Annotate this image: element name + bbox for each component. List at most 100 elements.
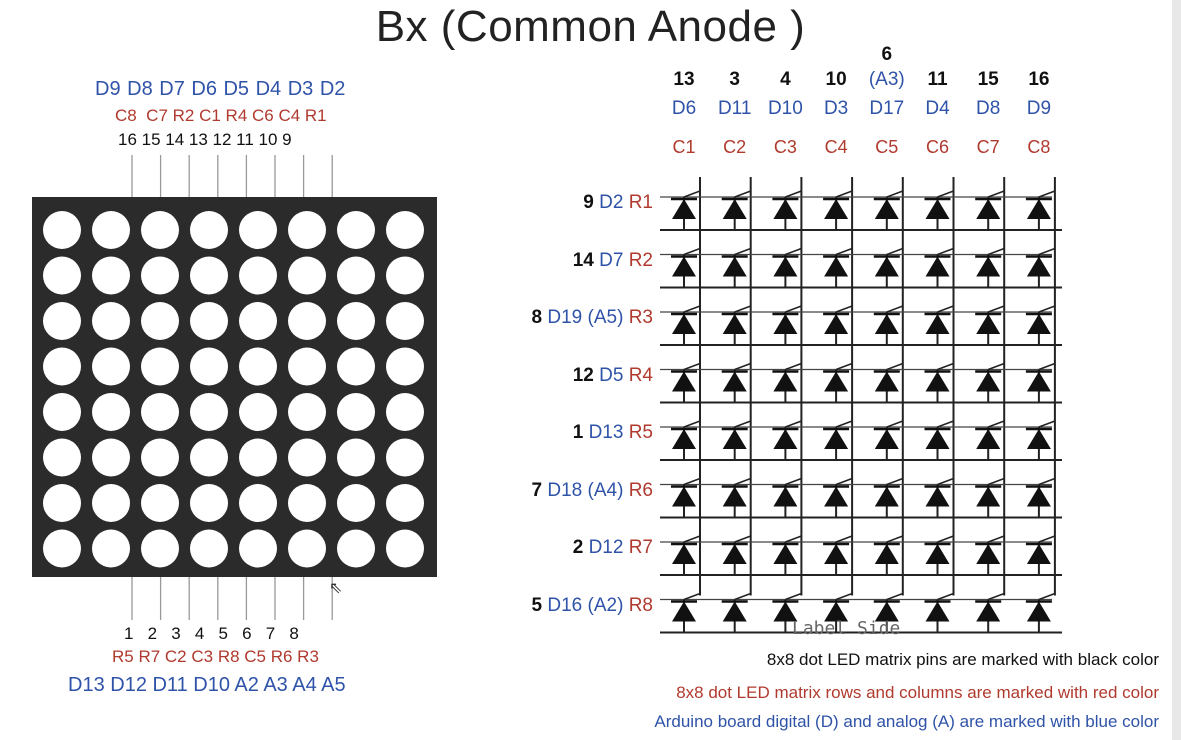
led-diode-icon xyxy=(924,305,954,345)
led-dot xyxy=(239,484,277,522)
led-dot xyxy=(386,211,424,249)
column-pin-number: 3 xyxy=(729,69,740,90)
led-diode-icon xyxy=(823,190,853,230)
led-dot xyxy=(92,211,130,249)
led-dot xyxy=(386,347,424,386)
led-dot xyxy=(288,529,326,568)
row-label: 14 D7 R2 xyxy=(573,251,653,270)
led-diode-icon xyxy=(671,362,701,403)
row-label: 2 D12 R7 xyxy=(573,538,653,557)
led-dot xyxy=(239,302,277,340)
row-arduino-label: D5 xyxy=(599,364,629,386)
led-dot xyxy=(386,484,424,522)
led-diode-icon xyxy=(975,305,1005,345)
row-pin-number: 5 xyxy=(531,594,548,616)
row-arduino-label: D16 (A2) xyxy=(547,594,629,616)
column-arduino-label: D4 xyxy=(925,98,950,119)
led-dot xyxy=(92,484,130,522)
led-diode-icon xyxy=(975,362,1005,403)
led-dot xyxy=(337,393,375,431)
legend-arduino-note: Arduino board digital (D) and analog (A)… xyxy=(654,712,1159,731)
led-diode-icon xyxy=(671,305,701,345)
column-arduino-label: D17 xyxy=(869,98,905,119)
led-diode-icon xyxy=(1025,477,1056,518)
row-pin-number: 9 xyxy=(583,192,600,213)
led-dot xyxy=(337,484,375,522)
column-pin-number: 11 xyxy=(927,69,948,90)
row-id-label: R4 xyxy=(628,364,653,386)
led-diode-icon xyxy=(772,420,802,460)
led-diode-icon xyxy=(671,190,701,230)
row-label: 8 D19 (A5) R3 xyxy=(532,308,653,327)
led-dot xyxy=(337,529,375,568)
led-diode-icon xyxy=(924,190,954,230)
led-dot xyxy=(190,484,228,522)
column-arduino-label: D11 xyxy=(717,98,752,119)
led-dot xyxy=(141,256,179,295)
column-arduino-label: D10 xyxy=(767,98,803,119)
top-pin-numbers: 16 15 14 13 12 11 10 9 xyxy=(118,130,292,149)
led-dot xyxy=(288,484,326,522)
led-dot xyxy=(92,529,130,568)
led-dot xyxy=(239,438,277,477)
led-dot xyxy=(288,211,326,249)
led-dot xyxy=(92,347,130,386)
led-dot xyxy=(239,393,277,431)
row-id-label: R6 xyxy=(628,479,653,501)
row-arduino-label: D19 (A5) xyxy=(547,307,629,328)
led-diode-icon xyxy=(772,190,802,230)
led-diode-icon xyxy=(721,362,751,403)
row-arduino-label: D12 xyxy=(588,537,629,558)
led-dot xyxy=(239,211,277,249)
led-diode-icon xyxy=(924,362,954,403)
led-diode-icon xyxy=(873,477,904,518)
led-diode-icon xyxy=(873,592,904,633)
led-diode-icon xyxy=(772,592,802,633)
led-dot xyxy=(141,529,179,568)
led-dot xyxy=(337,302,375,340)
led-diode-icon xyxy=(823,477,853,518)
led-dot xyxy=(43,302,81,340)
row-pin-number: 2 xyxy=(572,537,589,558)
row-pin-number: 1 xyxy=(572,422,589,443)
led-dot xyxy=(92,438,130,477)
led-dot xyxy=(337,211,375,249)
column-id-label: C6 xyxy=(925,137,949,157)
row-label: 1 D13 R5 xyxy=(573,423,653,442)
led-dot xyxy=(43,529,81,568)
led-dot xyxy=(43,393,81,431)
column-pin-number: 10 xyxy=(825,69,847,90)
row-pin-number: 12 xyxy=(572,364,600,386)
row-label: 9 D2 R1 xyxy=(583,193,653,212)
led-diode-icon xyxy=(823,420,853,460)
column-arduino-label: D8 xyxy=(976,98,1001,119)
led-dot xyxy=(239,347,277,386)
led-diode-icon xyxy=(873,190,904,230)
led-dot xyxy=(141,347,179,386)
led-diode-icon xyxy=(721,305,751,345)
led-diode-icon xyxy=(823,305,853,345)
row-label: 5 D16 (A2) R8 xyxy=(532,596,653,615)
row-id-label: R7 xyxy=(628,537,653,558)
label-side-text: Label Side xyxy=(792,618,901,639)
led-matrix-module xyxy=(32,155,437,620)
led-diode-icon xyxy=(975,190,1005,230)
column-id-label: C7 xyxy=(976,137,1000,157)
row-id-label: R2 xyxy=(628,249,653,271)
mouse-cursor-icon: ⇖ xyxy=(329,580,343,597)
led-dot xyxy=(288,438,326,477)
led-dot xyxy=(92,393,130,431)
column-pin-number: 13 xyxy=(673,69,695,90)
led-diode-icon xyxy=(924,247,954,288)
window-edge xyxy=(1172,0,1181,740)
led-dot xyxy=(337,256,375,295)
led-dot xyxy=(239,256,277,295)
row-arduino-label: D13 xyxy=(588,422,629,443)
led-diode-icon xyxy=(975,535,1005,575)
led-dot xyxy=(92,256,130,295)
led-diode-icon xyxy=(721,190,751,230)
led-diode-icon xyxy=(1025,535,1056,575)
led-dot xyxy=(288,347,326,386)
led-diode-icon xyxy=(772,305,802,345)
